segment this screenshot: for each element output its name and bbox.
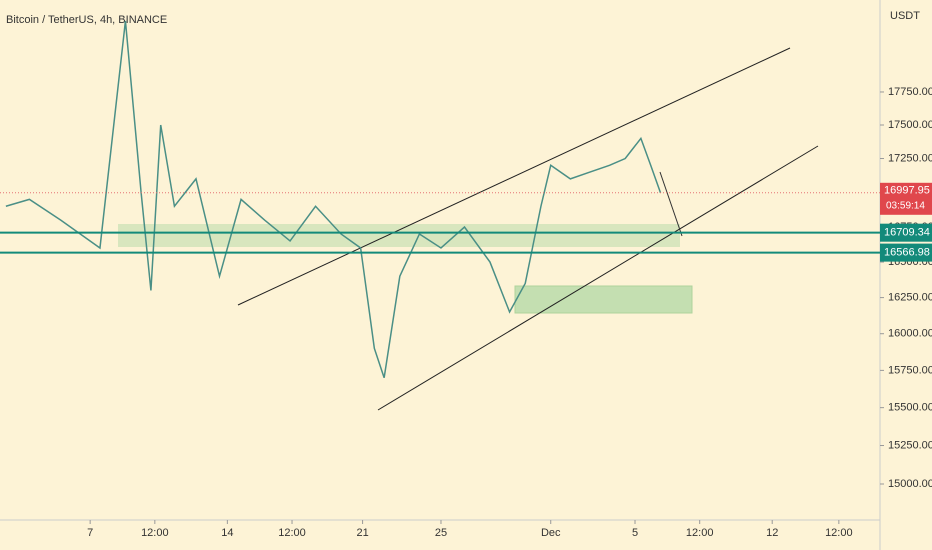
level-tag	[880, 223, 932, 242]
y-tick-label: 15000.00	[888, 478, 932, 490]
support-zone	[118, 224, 680, 247]
x-tick-label: 21	[356, 527, 368, 539]
x-tick-label: Dec	[541, 527, 561, 539]
level-label: 16566.98	[884, 247, 930, 259]
y-tick-label: 17500.00	[888, 119, 932, 131]
demand-zone	[514, 285, 693, 314]
y-tick-label: 16000.00	[888, 328, 932, 340]
level-label: 16709.34	[884, 227, 930, 239]
y-tick-label: 15250.00	[888, 439, 932, 451]
last-price-label: 16997.95	[884, 185, 930, 197]
x-tick-label: 25	[435, 527, 447, 539]
y-tick-label: 16250.00	[888, 292, 932, 304]
x-tick-label: 12:00	[278, 527, 306, 539]
y-tick-label: 15500.00	[888, 402, 932, 414]
price-line	[5, 20, 662, 379]
y-tick-label: 17750.00	[888, 86, 932, 98]
x-tick-label: 14	[221, 527, 233, 539]
level-tag	[880, 243, 932, 262]
channel-bottom	[377, 145, 819, 411]
channel-top	[237, 47, 791, 306]
x-tick-label: 5	[632, 527, 638, 539]
currency-label: USDT	[890, 10, 920, 22]
last-price-tag	[880, 182, 932, 215]
x-tick-label: 7	[87, 527, 93, 539]
countdown-label: 03:59:14	[886, 200, 925, 211]
projection-arrow	[659, 171, 683, 237]
x-tick-label: 12:00	[141, 527, 169, 539]
y-tick-label: 15750.00	[888, 364, 932, 376]
chart-title: Bitcoin / TetherUS, 4h, BINANCE	[6, 14, 167, 26]
x-tick-label: 12:00	[686, 527, 714, 539]
x-tick-label: 12	[766, 527, 778, 539]
y-tick-label: 17250.00	[888, 152, 932, 164]
x-tick-label: 12:00	[825, 527, 853, 539]
